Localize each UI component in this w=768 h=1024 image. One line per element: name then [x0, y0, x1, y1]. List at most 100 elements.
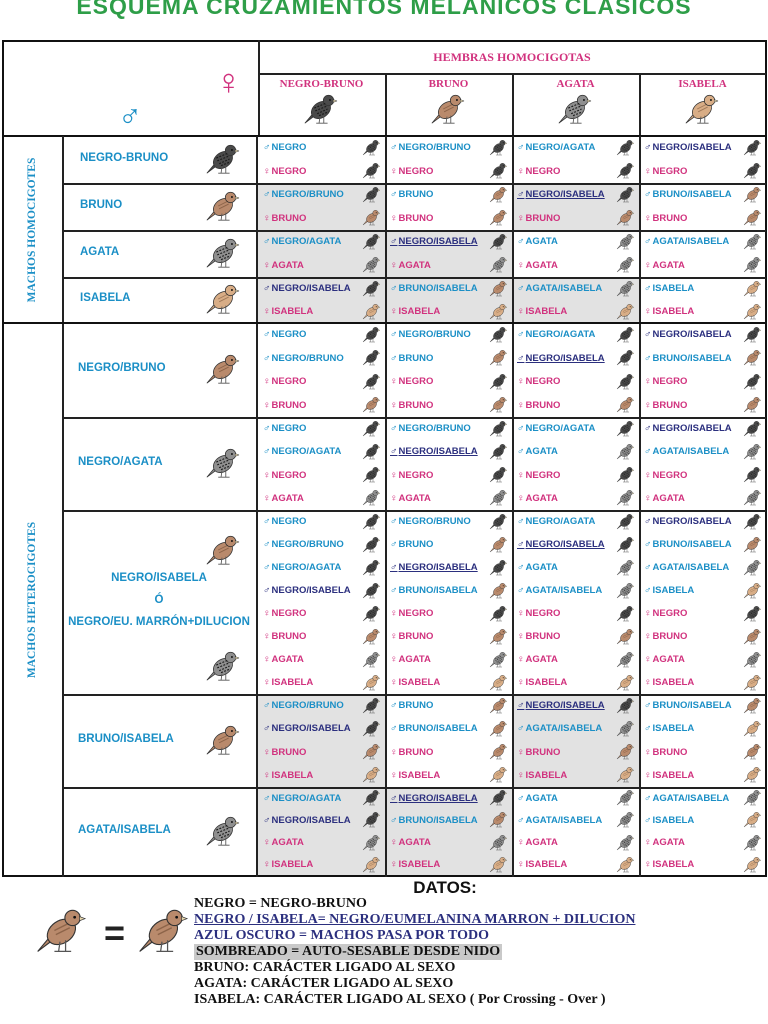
offspring-bird-icon [616, 257, 635, 273]
female-sex-symbol: ♀ [390, 259, 398, 271]
offspring-bird-icon [362, 233, 381, 249]
offspring-label: NEGRO [652, 469, 688, 481]
offspring-label: NEGRO/ISABELA [652, 516, 732, 527]
offspring-label: NEGRO/ISABELA [398, 446, 478, 458]
offspring-label: NEGRO/ISABELA [398, 562, 478, 573]
offspring-entry: ♂ISABELA [644, 719, 694, 738]
female-sex-symbol: ♀ [517, 837, 525, 849]
row-bird-icon [206, 238, 240, 268]
female-sex-symbol: ♀ [517, 165, 525, 177]
offspring-entry: ♀NEGRO [390, 466, 433, 485]
offspring-bird-icon [616, 834, 635, 850]
female-sex-symbol: ♀ [517, 631, 525, 642]
offspring-label: ISABELA [525, 677, 568, 688]
offspring-label: ISABELA [271, 769, 314, 781]
offspring-label: BRUNO [398, 700, 434, 712]
offspring-entry: ♀AGATA [644, 256, 685, 275]
female-sex-symbol: ♀ [390, 631, 398, 642]
offspring-label: NEGRO/AGATA [271, 562, 342, 573]
offspring-entry: ♂NEGRO/AGATA [263, 789, 341, 808]
offspring-bird-icon [616, 513, 635, 529]
offspring-bird-icon [743, 280, 762, 296]
shaded-cell [512, 694, 639, 787]
male-sex-symbol: ♂ [644, 723, 652, 735]
offspring-bird-icon [616, 326, 635, 342]
male-sex-symbol: ♂ [263, 585, 271, 596]
offspring-bird-icon [743, 582, 762, 598]
row-bird-icon [206, 284, 240, 314]
offspring-bird-icon [616, 186, 635, 202]
row-bird-icon [206, 535, 240, 565]
female-sex-symbol: ♀ [517, 306, 525, 317]
offspring-bird-icon [743, 397, 762, 413]
offspring-bird-icon [489, 536, 508, 552]
offspring-entry: ♂NEGRO/BRUNO [390, 512, 471, 531]
col-divider [385, 136, 387, 877]
offspring-label: NEGRO/ISABELA [271, 814, 351, 826]
offspring-bird-icon [743, 697, 762, 713]
offspring-bird-icon [489, 326, 508, 342]
offspring-entry: ♂AGATA [517, 232, 558, 251]
female-sex-symbol: ♀ [517, 469, 525, 481]
offspring-entry: ♀ISABELA [644, 766, 694, 785]
offspring-entry: ♂NEGRO/ISABELA [390, 232, 478, 251]
offspring-bird-icon [616, 812, 635, 828]
male-sex-symbol: ♂ [390, 329, 398, 341]
offspring-entry: ♀ISABELA [263, 673, 313, 692]
offspring-bird-icon [489, 373, 508, 389]
male-sex-symbol: ♂ [263, 189, 271, 201]
datos-legend: DATOS: = NEGRO = NEGRO-BRUNO NEGRO / ISAB… [0, 876, 768, 1024]
male-sex-symbol: ♂ [517, 700, 525, 712]
offspring-entry: ♂NEGRO/BRUNO [390, 419, 471, 438]
offspring-bird-icon [489, 139, 508, 155]
offspring-label: BRUNO [398, 352, 434, 364]
female-sex-symbol: ♀ [263, 259, 271, 271]
offspring-label: NEGRO [525, 469, 561, 481]
offspring-label: BRUNO [398, 212, 434, 224]
offspring-entry: ♀ISABELA [644, 855, 694, 874]
offspring-entry: ♂BRUNO/ISABELA [644, 535, 732, 554]
offspring-entry: ♀BRUNO [644, 743, 687, 762]
offspring-label: NEGRO/ISABELA [652, 142, 732, 154]
offspring-entry: ♂NEGRO/AGATA [517, 512, 595, 531]
offspring-label: NEGRO/BRUNO [271, 189, 344, 201]
offspring-label: AGATA [398, 654, 431, 665]
datos-bird-icon [37, 909, 87, 953]
offspring-label: AGATA/ISABELA [525, 723, 603, 735]
row-divider [62, 183, 766, 185]
datos-line: AGATA: CARÁCTER LIGADO AL SEXO [194, 976, 454, 991]
offspring-bird-icon [362, 767, 381, 783]
male-sex-symbol: ♂ [644, 792, 652, 804]
offspring-bird-icon [489, 513, 508, 529]
offspring-entry: ♀ISABELA [644, 673, 694, 692]
offspring-label: NEGRO [525, 376, 561, 388]
male-sex-symbol: ♂ [644, 700, 652, 712]
offspring-label: ISABELA [271, 859, 314, 871]
offspring-bird-icon [489, 490, 508, 506]
offspring-bird-icon [616, 443, 635, 460]
offspring-label: NEGRO/BRUNO [398, 423, 471, 435]
offspring-bird-icon [616, 350, 635, 366]
offspring-bird-icon [743, 605, 762, 621]
female-col-divider [385, 73, 387, 136]
offspring-entry: ♀BRUNO [390, 627, 433, 646]
offspring-bird-icon [362, 582, 381, 598]
female-sex-symbol: ♀ [390, 469, 398, 481]
female-column-header: NEGRO-BRUNO [258, 74, 385, 132]
male-sex-symbol: ♂ [390, 792, 398, 804]
offspring-entry: ♀AGATA [517, 256, 558, 275]
offspring-label: AGATA [398, 492, 431, 504]
offspring-bird-icon [743, 163, 762, 179]
offspring-label: BRUNO [525, 212, 561, 224]
offspring-label: ISABELA [525, 859, 568, 871]
offspring-entry: ♀AGATA [263, 489, 304, 508]
offspring-bird-icon [743, 257, 762, 273]
offspring-entry: ♀BRUNO [644, 396, 687, 415]
offspring-entry: ♂BRUNO/ISABELA [390, 581, 478, 600]
offspring-label: ISABELA [271, 306, 314, 317]
female-col-divider [639, 73, 641, 136]
offspring-entry: ♀AGATA [644, 833, 685, 852]
male-sex-symbol: ♂ [644, 352, 652, 364]
male-sex-symbol: ♂ [390, 539, 398, 550]
row-bird-icon [206, 448, 240, 478]
